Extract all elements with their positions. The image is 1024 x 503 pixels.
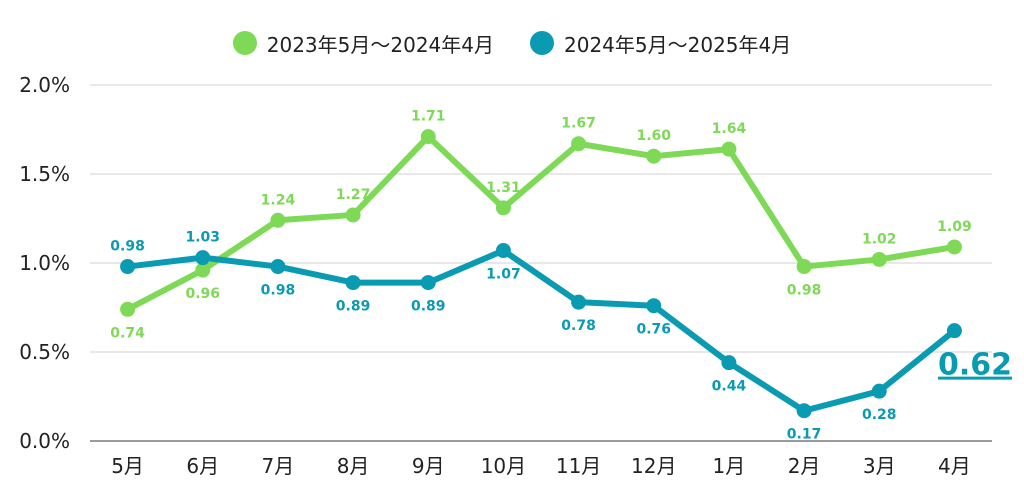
data-label: 1.02 [862,231,897,247]
y-tick-label: 0.5% [19,340,70,364]
data-point [420,275,436,291]
highlight-value-label: 0.62 [938,348,1012,383]
data-label: 1.07 [486,267,521,283]
data-label: 1.60 [636,128,671,144]
x-tick-label: 12月 [631,454,676,478]
x-tick-label: 11月 [556,454,601,478]
x-tick-label: 7月 [262,454,295,478]
data-label: 1.27 [336,187,371,203]
legend-label-series-1: 2023年5月～2024年4月 [266,32,494,57]
x-tick-label: 6月 [186,454,219,478]
data-point [195,262,211,278]
data-label: 1.64 [712,121,747,137]
data-point [946,323,962,339]
data-label: 0.98 [261,283,296,299]
data-point [495,200,511,216]
legend-marker-series-1 [232,31,257,55]
data-label: 1.67 [561,116,596,132]
x-tick-label: 2月 [788,454,821,478]
x-tick-label: 9月 [412,454,445,478]
legend-label-series-2: 2024年5月～2025年4月 [564,32,792,57]
data-label: 1.24 [261,192,296,208]
data-point [345,275,361,291]
data-label: 0.28 [862,407,897,423]
x-tick-label: 1月 [713,454,746,478]
data-point [345,207,361,223]
y-tick-label: 1.0% [19,251,70,275]
data-label: 1.31 [486,180,521,196]
y-tick-label: 1.5% [19,162,70,186]
data-point [270,212,286,228]
data-point [495,243,511,259]
data-label: 0.98 [110,239,145,255]
x-tick-label: 3月 [863,454,896,478]
y-tick-label: 0.0% [19,429,70,453]
data-point [420,129,436,145]
data-point [270,259,286,275]
data-point [120,259,136,275]
data-point [195,250,211,266]
data-label: 0.89 [411,299,446,315]
data-point [796,259,812,275]
data-point [721,355,737,371]
series-line-1 [124,133,958,313]
x-tick-label: 5月 [111,454,144,478]
data-point [796,403,812,419]
legend-marker-series-2 [530,31,554,55]
data-point [871,251,887,267]
data-label: 0.78 [561,318,596,334]
data-label: 1.09 [937,219,972,235]
data-label: 0.44 [712,379,747,395]
data-label: 0.89 [336,299,371,315]
data-point [571,294,587,310]
data-point [120,301,136,317]
data-label: 0.17 [787,427,822,443]
legend-item-series-2: 2024年5月～2025年4月 [530,29,791,58]
data-label: 0.74 [110,325,145,341]
x-tick-label: 8月 [337,454,370,478]
data-label: 0.98 [787,283,822,299]
y-tick-label: 2.0% [19,73,70,97]
series-line-2 [124,247,958,414]
x-tick-label: 4月 [938,454,971,478]
data-label: 1.71 [411,109,446,125]
data-label: 0.76 [636,322,671,338]
x-tick-label: 10月 [481,454,526,478]
legend: 2023年5月～2024年4月 2024年5月～2025年4月 [0,26,1024,60]
data-label: 1.03 [185,230,220,246]
data-point [721,141,737,157]
data-point [646,148,662,164]
data-point [571,136,587,152]
data-point [646,298,662,314]
data-point [871,383,887,399]
data-point [946,239,962,255]
data-label: 0.96 [185,286,220,302]
legend-item-series-1: 2023年5月～2024年4月 [232,29,494,58]
